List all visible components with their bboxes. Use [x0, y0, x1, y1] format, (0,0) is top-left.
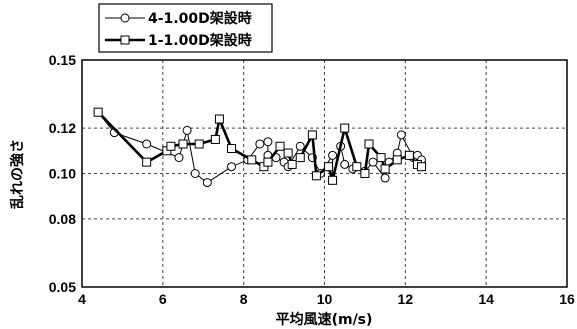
series-1-point [182, 125, 192, 135]
series-1-point [227, 162, 237, 172]
series-2-point [328, 175, 338, 185]
y-axis-ticks: 0.05 0.08 0.10 0.12 0.15 [49, 52, 76, 295]
series-1-point [255, 139, 265, 149]
series-2-point [263, 157, 273, 167]
series-2-point [210, 134, 220, 144]
series-1-point [142, 139, 152, 149]
series-1-point [396, 130, 406, 140]
series-2-point [214, 114, 224, 124]
series-2-point [376, 153, 386, 163]
series-1-point [340, 159, 350, 169]
series-2-point [142, 157, 152, 167]
series-2-point [324, 162, 334, 172]
series-2-point [287, 159, 297, 169]
x-axis-label: 平均風速(m/s) [276, 311, 373, 328]
series-1-point [174, 153, 184, 163]
series-layer [93, 107, 426, 188]
series-2-point [340, 123, 350, 133]
series-2-point [352, 162, 362, 172]
x-tick-label: 14 [478, 291, 494, 307]
series-1-point [190, 169, 200, 178]
y-tick-label: 0.10 [49, 166, 76, 182]
series-2-point [194, 139, 204, 149]
legend-marker-series-1 [120, 13, 130, 23]
legend-label-series-1: 4-1.00D架設時 [148, 10, 252, 27]
series-2-point [275, 141, 285, 151]
legend: 4-1.00D架設時 1-1.00D架設時 [98, 3, 273, 53]
series-1-point [380, 173, 390, 183]
series-2-point [307, 130, 317, 140]
x-tick-label: 16 [559, 291, 575, 307]
series-2-point [178, 139, 188, 149]
y-tick-label: 0.05 [49, 279, 76, 295]
x-axis-ticks: 4 6 8 10 12 14 16 [78, 291, 575, 307]
y-axis-label: 乱れの強さ [9, 139, 26, 209]
plot-area [81, 59, 568, 288]
series-2-point [295, 153, 305, 163]
legend-marker-series-2 [120, 35, 130, 45]
y-tick-label: 0.15 [49, 52, 76, 68]
legend-label-series-2: 1-1.00D架設時 [148, 32, 252, 49]
x-tick-label: 4 [78, 291, 86, 307]
series-2-point [364, 139, 374, 149]
series-1 [93, 107, 426, 188]
series-1-point [368, 157, 378, 167]
series-2-point [392, 155, 402, 165]
series-2-point [404, 150, 414, 160]
x-tick-label: 10 [317, 291, 333, 307]
series-1-point [202, 178, 212, 188]
series-1-point [328, 150, 338, 160]
x-tick-label: 12 [398, 291, 414, 307]
series-1-point [295, 141, 305, 151]
series-2 [93, 107, 426, 186]
x-tick-label: 6 [159, 291, 167, 307]
series-2-point [360, 169, 370, 178]
series-2-point [283, 148, 293, 158]
x-tick-label: 8 [240, 291, 248, 307]
series-2-point [380, 164, 390, 174]
series-1-point [263, 137, 273, 147]
series-2-point [93, 107, 103, 117]
series-2-point [417, 162, 426, 172]
series-2-point [311, 171, 321, 181]
series-2-point [247, 155, 257, 165]
series-2-point [166, 141, 176, 151]
y-tick-label: 0.08 [49, 211, 76, 227]
y-tick-label: 0.12 [49, 120, 76, 136]
series-2-point [227, 144, 237, 154]
